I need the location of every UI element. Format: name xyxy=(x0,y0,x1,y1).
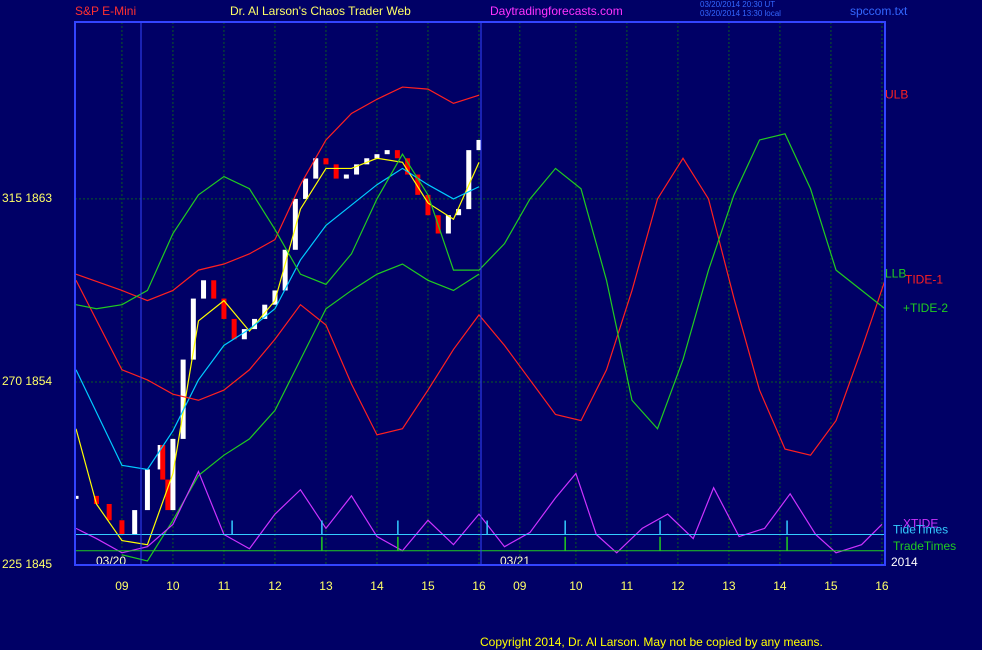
price-bar xyxy=(252,318,258,330)
price-bar xyxy=(343,174,349,179)
y-tick-label: 270 1854 xyxy=(2,374,52,388)
price-bar xyxy=(157,445,163,470)
event-label: TideTimes xyxy=(893,523,948,537)
x-tick-label: 12 xyxy=(671,579,685,593)
x-tick-label: 13 xyxy=(722,579,736,593)
x-tick-label: 15 xyxy=(824,579,838,593)
year-label: 2014 xyxy=(891,555,918,569)
x-tick-label: 11 xyxy=(218,579,231,593)
series-label: XTIDE xyxy=(903,516,938,530)
file-name: spccom.txt xyxy=(850,4,908,18)
price-bar xyxy=(374,154,380,159)
x-tick-label: 16 xyxy=(472,579,486,593)
series-line xyxy=(75,157,885,456)
price-bar xyxy=(292,198,298,250)
copyright: Copyright 2014, Dr. Al Larson. May not b… xyxy=(480,635,823,649)
price-bar xyxy=(119,520,125,535)
price-bar xyxy=(384,150,390,155)
price-bar xyxy=(93,495,99,504)
price-bar xyxy=(132,510,138,535)
plot-area xyxy=(75,86,885,562)
x-tick-label: 09 xyxy=(513,579,527,593)
price-bar xyxy=(211,280,217,299)
series-line xyxy=(75,157,480,546)
site-name: Daytradingforecasts.com xyxy=(490,4,623,18)
price-bar xyxy=(323,158,329,165)
price-bar xyxy=(160,445,166,480)
price-bar xyxy=(405,158,411,175)
price-bar xyxy=(221,298,227,319)
x-tick-label: 14 xyxy=(370,579,384,593)
price-bar xyxy=(241,329,247,340)
y-tick-label: 225 1845 xyxy=(2,557,52,571)
x-tick-label: 11 xyxy=(621,579,634,593)
price-bar xyxy=(262,304,268,319)
plot-frame xyxy=(74,21,886,566)
x-tick-label: 12 xyxy=(268,579,282,593)
x-tick-label: 15 xyxy=(421,579,435,593)
series-label: LLB xyxy=(885,266,906,280)
price-bar xyxy=(282,249,288,291)
x-tick-label: 14 xyxy=(773,579,787,593)
series-label: ULB xyxy=(885,87,908,101)
timestamp: 03/20/2014 13:30 local xyxy=(700,9,781,18)
timestamp: 03/20/2014 20:30 UT xyxy=(700,0,775,9)
date-label: 03/20 xyxy=(96,554,126,568)
price-bar xyxy=(231,318,237,340)
price-bar xyxy=(75,495,79,499)
chart-title: S&P E-Mini xyxy=(75,4,136,18)
series-line xyxy=(75,86,480,302)
x-tick-label: 16 xyxy=(875,579,889,593)
price-bar xyxy=(466,150,472,210)
price-bar xyxy=(313,158,319,179)
chart-subtitle: Dr. Al Larson's Chaos Trader Web xyxy=(230,4,411,18)
series-label: +TIDE-2 xyxy=(903,301,948,315)
y-tick-label: 315 1863 xyxy=(2,191,52,205)
x-tick-label: 09 xyxy=(115,579,129,593)
price-bar xyxy=(106,503,112,521)
price-bar xyxy=(303,178,309,199)
price-bar xyxy=(425,194,431,216)
price-bar xyxy=(445,215,451,234)
price-bar xyxy=(354,164,360,175)
x-tick-label: 10 xyxy=(569,579,583,593)
price-bar xyxy=(180,359,186,439)
price-bar xyxy=(476,139,482,151)
labels: 09 10 11 12 13 14 15 16 09 10 11 12 13 14 15 16 225 1845… xyxy=(2,87,956,593)
price-bar xyxy=(415,174,421,195)
series-label: TIDE-1 xyxy=(905,272,943,286)
event-label: TradeTimes xyxy=(893,539,956,553)
x-tick-label: 13 xyxy=(319,579,333,593)
price-bar xyxy=(272,290,278,305)
date-label: 03/21 xyxy=(500,554,530,568)
series-line xyxy=(75,167,480,471)
price-bar xyxy=(456,209,462,216)
price-bar xyxy=(333,164,339,179)
price-bar xyxy=(190,298,196,360)
price-bar xyxy=(201,280,207,299)
series-line xyxy=(75,469,883,554)
price-bar xyxy=(394,150,400,159)
price-bar xyxy=(364,158,370,165)
series-line xyxy=(75,133,885,430)
price-bar xyxy=(144,469,150,511)
x-tick-label: 10 xyxy=(166,579,180,593)
price-bar xyxy=(165,479,171,511)
